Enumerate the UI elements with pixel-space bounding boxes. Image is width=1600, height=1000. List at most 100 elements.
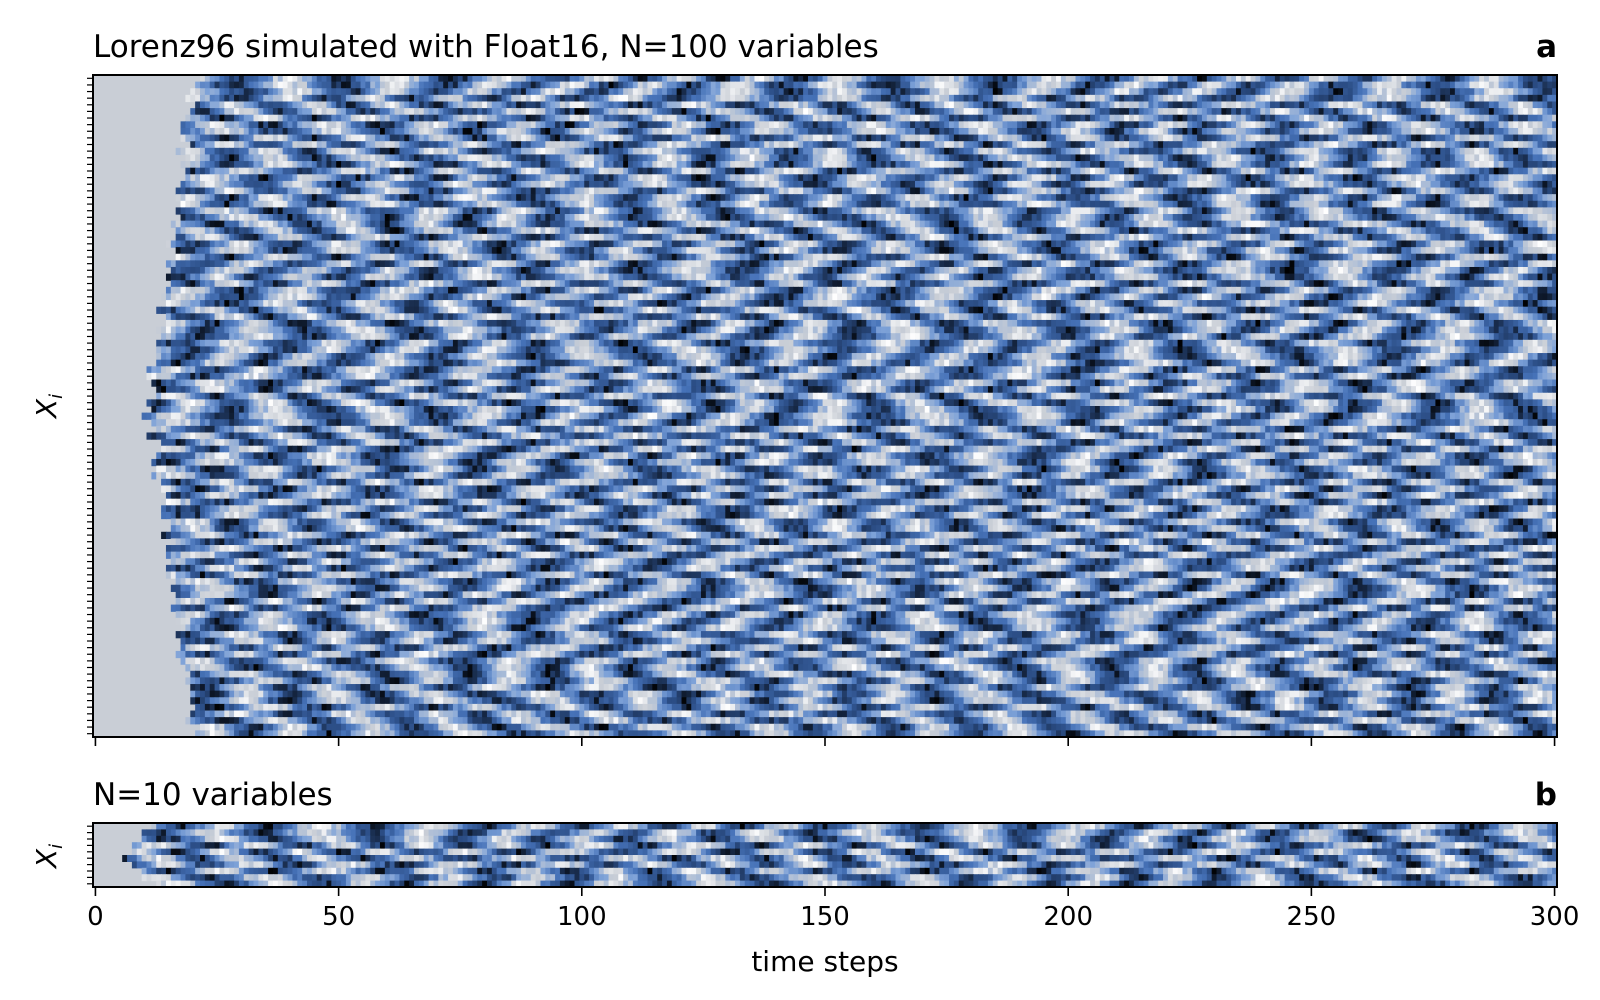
- heatmap-cell: [569, 108, 576, 116]
- heatmap-cell: [243, 121, 250, 129]
- heatmap-cell: [1450, 180, 1456, 189]
- heatmap-cell: [754, 94, 760, 103]
- heatmap-cell: [1425, 81, 1432, 89]
- heatmap-cell: [657, 88, 663, 96]
- heatmap-cell: [754, 114, 760, 122]
- heatmap-cell: [1284, 167, 1291, 175]
- heatmap-cell: [983, 88, 989, 96]
- heatmap-cell: [773, 127, 780, 136]
- heatmap-cell: [871, 154, 877, 162]
- heatmap-cell: [550, 147, 556, 156]
- heatmap-cell: [691, 121, 697, 129]
- heatmap-cell: [1284, 134, 1291, 142]
- heatmap-cell: [1425, 75, 1432, 83]
- heatmap-cell: [817, 174, 824, 182]
- heatmap-cell: [939, 81, 945, 89]
- heatmap-cell: [866, 161, 872, 169]
- heatmap-cell: [1508, 75, 1514, 83]
- heatmap-cell: [355, 167, 362, 175]
- heatmap-cell: [1464, 94, 1471, 103]
- heatmap-cell: [350, 121, 357, 129]
- heatmap-cell: [287, 94, 294, 103]
- heatmap-cell: [1094, 101, 1101, 109]
- heatmap-cell: [1114, 121, 1120, 129]
- heatmap-cell: [272, 187, 279, 195]
- heatmap-cell: [647, 141, 653, 149]
- heatmap-cell: [1036, 134, 1043, 142]
- heatmap-cell: [1522, 134, 1529, 142]
- heatmap-cell: [438, 187, 444, 195]
- heatmap-cell: [1138, 147, 1145, 156]
- heatmap-cell: [355, 108, 362, 116]
- heatmap-cell: [1158, 180, 1164, 189]
- heatmap-cell: [1017, 147, 1023, 156]
- heatmap-cell: [341, 147, 347, 156]
- heatmap-cell: [890, 127, 897, 136]
- heatmap-cell: [973, 174, 979, 182]
- heatmap-cell: [744, 75, 751, 83]
- heatmap-cell: [574, 161, 580, 169]
- heatmap-cell: [1328, 108, 1334, 116]
- heatmap-cell: [321, 187, 328, 195]
- heatmap-cell: [1411, 154, 1417, 162]
- heatmap-cell: [1513, 174, 1519, 182]
- heatmap-cell: [1313, 121, 1320, 129]
- heatmap-cell: [331, 134, 337, 142]
- heatmap-cell: [1284, 81, 1291, 89]
- heatmap-cell: [1425, 147, 1432, 156]
- heatmap-cell: [696, 141, 702, 149]
- heatmap-cell: [365, 141, 371, 149]
- heatmap-cell: [910, 88, 916, 96]
- heatmap-cell: [234, 127, 240, 136]
- heatmap-cell: [895, 114, 901, 122]
- heatmap-cell: [467, 127, 473, 136]
- heatmap-cell: [1479, 154, 1485, 162]
- heatmap-cell: [739, 108, 746, 116]
- heatmap-cell: [1245, 141, 1252, 149]
- heatmap-cell: [229, 114, 235, 122]
- heatmap-cell: [1080, 154, 1086, 162]
- heatmap-cell: [1255, 134, 1261, 142]
- heatmap-cell: [856, 180, 863, 189]
- heatmap-cell: [1240, 81, 1247, 89]
- heatmap-cell: [214, 121, 221, 129]
- heatmap-cell: [1469, 141, 1475, 149]
- heatmap-cell: [671, 108, 678, 116]
- heatmap-cell: [958, 114, 965, 122]
- heatmap-cell: [569, 127, 576, 136]
- heatmap-cell: [686, 134, 692, 142]
- heatmap-cell: [1163, 101, 1169, 109]
- heatmap-cell: [1250, 141, 1257, 149]
- heatmap-cell: [851, 134, 858, 142]
- heatmap-cell: [326, 88, 332, 96]
- heatmap-cell: [1445, 147, 1451, 156]
- heatmap-cell: [1031, 114, 1038, 122]
- heatmap-cell: [628, 167, 634, 175]
- heatmap-cell: [1206, 88, 1213, 96]
- heatmap-cell: [1143, 127, 1150, 136]
- heatmap-cell: [1352, 167, 1359, 175]
- heatmap-cell: [555, 167, 561, 175]
- heatmap-cell: [238, 94, 245, 103]
- heatmap-cell: [1114, 161, 1120, 169]
- heatmap-cell: [676, 101, 683, 109]
- heatmap-cell: [1377, 141, 1383, 149]
- heatmap-cell: [1372, 114, 1378, 122]
- heatmap-cell: [1488, 154, 1495, 162]
- heatmap-cell: [983, 114, 989, 122]
- heatmap-cell: [1250, 121, 1257, 129]
- heatmap-cell: [1167, 114, 1174, 122]
- heatmap-cell: [307, 180, 313, 189]
- heatmap-cell: [384, 154, 391, 162]
- heatmap-cell: [272, 161, 279, 169]
- heatmap-cell: [277, 75, 284, 83]
- heatmap-cell: [749, 187, 756, 195]
- heatmap-cell: [1250, 134, 1257, 142]
- heatmap-cell: [428, 167, 435, 175]
- heatmap-cell: [1430, 121, 1436, 129]
- heatmap-cell: [832, 114, 838, 122]
- heatmap-cell: [798, 187, 804, 195]
- heatmap-cell: [885, 81, 892, 89]
- heatmap-cell: [1201, 174, 1208, 182]
- heatmap-cell: [1547, 75, 1553, 83]
